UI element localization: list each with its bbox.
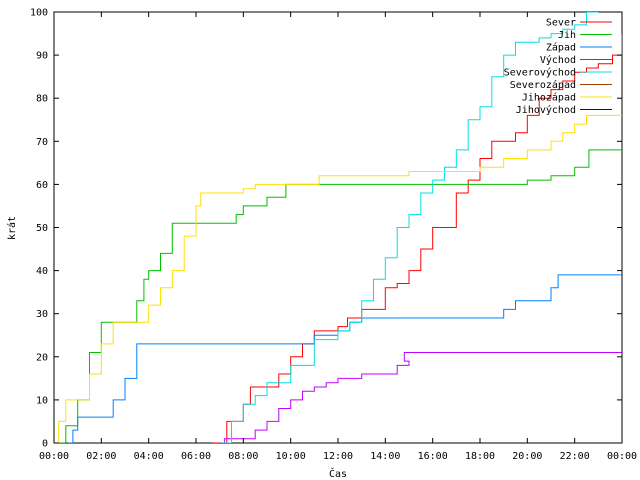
- series-line-5: [222, 12, 599, 443]
- legend-label: Severovýchod: [504, 67, 576, 79]
- y-tick-label: 30: [36, 309, 48, 320]
- y-tick-label: 90: [36, 51, 48, 62]
- x-tick-label: 10:00: [276, 451, 306, 462]
- x-axis-ticks: 00:00 02:00 04:00 06:00 08:00 10:00 12:00 14:00…: [39, 12, 637, 462]
- series-line-4: [219, 352, 622, 443]
- legend: SeverJihZápadVýchodSeverovýchodSeverozáp…: [504, 18, 612, 116]
- x-tick-label: 20:00: [512, 451, 542, 462]
- x-tick-label: 00:00: [39, 451, 69, 462]
- y-tick-label: 80: [36, 94, 48, 105]
- y-tick-label: 10: [36, 395, 48, 406]
- series-layer: [54, 12, 622, 443]
- legend-label: Severozápad: [510, 79, 576, 91]
- x-tick-label: 18:00: [465, 451, 495, 462]
- legend-label: Jih: [558, 30, 576, 41]
- y-tick-label: 60: [36, 180, 48, 191]
- legend-label: Sever: [546, 18, 576, 29]
- x-tick-label: 00:00: [607, 451, 637, 462]
- y-tick-label: 0: [42, 439, 48, 450]
- series-line-3: [68, 274, 622, 443]
- series-line-7: [54, 114, 622, 443]
- legend-label: Jihozápad: [522, 92, 576, 104]
- y-axis-ticks: 0 10 20 30 40 50 60 70 80 90 100: [30, 8, 622, 450]
- x-tick-label: 04:00: [134, 451, 164, 462]
- y-tick-label: 20: [36, 352, 48, 363]
- x-tick-label: 02:00: [86, 451, 116, 462]
- x-tick-label: 08:00: [228, 451, 258, 462]
- x-tick-label: 12:00: [323, 451, 353, 462]
- x-tick-label: 22:00: [560, 451, 590, 462]
- x-tick-label: 14:00: [370, 451, 400, 462]
- series-line-2: [58, 149, 622, 443]
- y-tick-label: 70: [36, 137, 48, 148]
- x-axis-title: Čas: [329, 467, 347, 480]
- y-tick-label: 50: [36, 223, 48, 234]
- x-tick-label: 16:00: [418, 451, 448, 462]
- y-tick-label: 100: [30, 8, 48, 19]
- x-tick-label: 06:00: [181, 451, 211, 462]
- legend-label: Západ: [546, 42, 576, 54]
- legend-label: Východ: [540, 54, 576, 66]
- y-axis-title: krát: [6, 216, 18, 240]
- y-tick-label: 40: [36, 266, 48, 277]
- legend-label: Jihovýchod: [516, 104, 576, 116]
